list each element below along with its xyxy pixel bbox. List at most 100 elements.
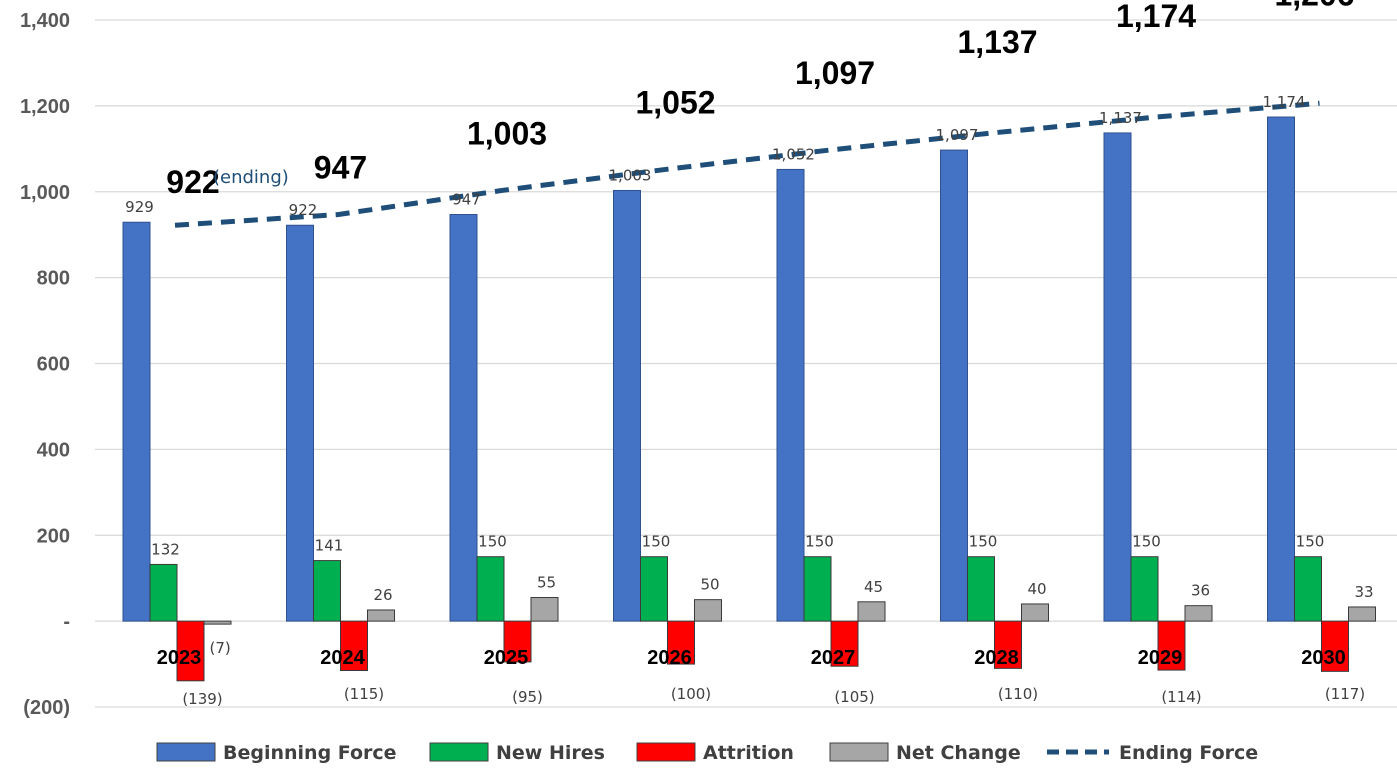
net-change-value-label: 45 bbox=[864, 578, 883, 596]
ending-force-value-label: 1,003 bbox=[467, 115, 547, 151]
ending-annotation: (ending) bbox=[213, 167, 289, 188]
attrition-value-label: (110) bbox=[998, 685, 1038, 703]
bar-new-hires bbox=[1294, 556, 1322, 622]
beginning-force-value-label: 1,137 bbox=[1099, 109, 1142, 127]
bar-beginning-force bbox=[940, 149, 968, 622]
attrition-value-label: (115) bbox=[344, 685, 384, 703]
category-label: 2025 bbox=[484, 647, 529, 669]
ending-force-value-label: 922 bbox=[166, 164, 219, 200]
bar-attrition bbox=[994, 620, 1022, 669]
y-tick-label: 1,200 bbox=[20, 96, 70, 118]
category-label: 2029 bbox=[1138, 647, 1183, 669]
bar-beginning-force bbox=[122, 221, 151, 622]
bar-net-change bbox=[367, 609, 395, 622]
legend-swatch-beginning-force bbox=[156, 742, 216, 762]
legend-label-attrition: Attrition bbox=[703, 742, 794, 764]
y-tick-label: 1,000 bbox=[20, 182, 70, 204]
ending-force-value-label: 1,206 bbox=[1274, 0, 1354, 12]
bar-net-change bbox=[694, 599, 722, 622]
net-change-value-label: 55 bbox=[537, 574, 556, 592]
y-tick-label: 200 bbox=[37, 525, 70, 547]
y-tick-label: 1,400 bbox=[20, 10, 70, 32]
bar-new-hires bbox=[1130, 556, 1159, 622]
bar-new-hires bbox=[967, 556, 995, 622]
bar-new-hires bbox=[313, 560, 341, 622]
ending-force-line bbox=[174, 100, 1320, 228]
bar-new-hires bbox=[476, 556, 505, 622]
bar-attrition bbox=[340, 620, 368, 672]
bar-attrition bbox=[503, 620, 532, 663]
new-hires-value-label: 150 bbox=[1296, 533, 1325, 551]
legend-swatch-attrition bbox=[636, 742, 696, 762]
bar-net-change bbox=[203, 620, 232, 625]
labels: 929 132 (139) (7) 2023 922 141 (115) 26 2024 947 15… bbox=[125, 0, 1373, 708]
attrition-value-label: (139) bbox=[182, 690, 222, 708]
new-hires-value-label: 150 bbox=[805, 533, 834, 551]
bar-beginning-force bbox=[286, 224, 314, 622]
ending-force-value-label: 1,052 bbox=[635, 84, 715, 120]
gridlines: (200) - 200 400 600 800 1,000 1,200 1,400 bbox=[20, 10, 1397, 719]
ending-force-value-label: 1,097 bbox=[795, 55, 875, 91]
bar-attrition bbox=[1157, 620, 1186, 671]
net-change-value-label: 50 bbox=[700, 576, 719, 594]
attrition-value-label: (105) bbox=[834, 688, 874, 706]
new-hires-value-label: 150 bbox=[969, 533, 998, 551]
ending-force-line-layer bbox=[174, 100, 1320, 228]
bars bbox=[122, 116, 1376, 682]
y-tick-label: 600 bbox=[37, 354, 70, 376]
y-tick-label: - bbox=[63, 611, 70, 633]
y-tick-label: 800 bbox=[37, 268, 70, 290]
beginning-force-value-label: 929 bbox=[125, 198, 154, 216]
beginning-force-value-label: 1,174 bbox=[1263, 93, 1306, 111]
category-label: 2027 bbox=[811, 647, 856, 669]
new-hires-value-label: 150 bbox=[1132, 533, 1161, 551]
bar-beginning-force bbox=[1267, 116, 1295, 622]
net-change-value-label: 40 bbox=[1027, 580, 1046, 598]
bar-beginning-force bbox=[776, 168, 805, 622]
bar-beginning-force bbox=[449, 214, 478, 622]
net-change-value-label: 26 bbox=[373, 586, 392, 604]
bar-net-change bbox=[1348, 606, 1376, 622]
net-change-value-label: 36 bbox=[1191, 582, 1210, 600]
bar-attrition bbox=[1321, 620, 1349, 672]
bar-new-hires bbox=[803, 556, 832, 622]
beginning-force-value-label: 947 bbox=[452, 191, 481, 209]
bar-new-hires bbox=[640, 556, 668, 622]
attrition-value-label: (100) bbox=[671, 685, 711, 703]
bar-net-change bbox=[1021, 603, 1049, 622]
bar-attrition bbox=[830, 620, 859, 667]
new-hires-value-label: 141 bbox=[315, 537, 344, 555]
beginning-force-value-label: 1,052 bbox=[772, 145, 815, 163]
bar-net-change bbox=[530, 597, 559, 622]
attrition-value-label: (114) bbox=[1161, 688, 1201, 706]
net-change-value-label: (7) bbox=[210, 639, 231, 657]
y-tick-label: (200) bbox=[23, 697, 70, 719]
beginning-force-value-label: 1,097 bbox=[936, 126, 979, 144]
net-change-value-label: 33 bbox=[1354, 583, 1373, 601]
legend-label-net-change: Net Change bbox=[896, 742, 1021, 764]
legend-swatch-net-change bbox=[829, 742, 889, 762]
bar-beginning-force bbox=[1103, 132, 1132, 622]
category-label: 2030 bbox=[1301, 647, 1346, 669]
legend: Beginning Force New Hires Attrition Net Cha… bbox=[156, 742, 1258, 764]
ending-force-value-label: 947 bbox=[314, 150, 367, 186]
new-hires-value-label: 150 bbox=[642, 533, 671, 551]
bar-net-change bbox=[1184, 605, 1213, 622]
legend-label-new-hires: New Hires bbox=[496, 742, 605, 764]
category-label: 2023 bbox=[157, 647, 202, 669]
category-label: 2026 bbox=[647, 647, 692, 669]
bar-net-change bbox=[857, 601, 886, 622]
legend-label-beginning-force: Beginning Force bbox=[223, 742, 397, 764]
legend-swatch-new-hires bbox=[429, 742, 489, 762]
attrition-value-label: (95) bbox=[512, 688, 543, 706]
bar-attrition bbox=[176, 620, 205, 682]
beginning-force-value-label: 922 bbox=[289, 201, 318, 219]
new-hires-value-label: 150 bbox=[478, 533, 507, 551]
attrition-value-label: (117) bbox=[1325, 685, 1365, 703]
bar-attrition bbox=[667, 620, 695, 665]
bar-beginning-force bbox=[613, 189, 641, 622]
bar-new-hires bbox=[149, 563, 178, 622]
category-label: 2024 bbox=[320, 647, 365, 669]
